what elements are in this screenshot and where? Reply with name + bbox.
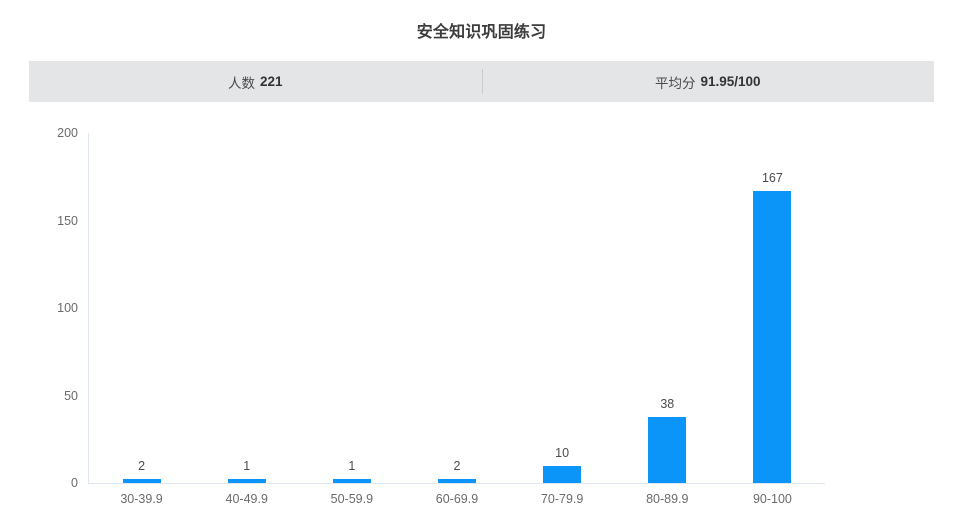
bar-series: 2 1 1 2 10 38 167	[89, 133, 825, 483]
bar-group[interactable]: 38	[615, 133, 720, 483]
bar-value-label: 38	[660, 396, 675, 411]
x-axis-tick: 70-79.9	[540, 492, 584, 506]
bar-value-label: 2	[453, 459, 461, 473]
bar[interactable]	[227, 479, 266, 483]
bar-group[interactable]: 1	[299, 133, 404, 483]
bar-value-label: 10	[555, 445, 570, 460]
bar[interactable]	[122, 479, 161, 483]
bar[interactable]	[437, 479, 476, 483]
bar-group[interactable]: 10	[510, 133, 615, 483]
y-axis-tick: 100	[57, 301, 78, 315]
y-axis-tick: 0	[71, 476, 78, 490]
bar[interactable]	[648, 416, 687, 483]
x-axis-tick: 40-49.9	[225, 492, 268, 506]
bar-value-label: 1	[348, 459, 356, 473]
x-axis-line	[88, 483, 825, 484]
summary-stats-bar: 人数 221 平均分 91.95/100	[29, 61, 934, 102]
y-axis-tick-labels: 0 50 100 150 200	[32, 0, 78, 527]
stat-average-score-value: 91.95/100	[700, 74, 761, 89]
y-axis-line	[88, 133, 89, 484]
bar-value-label: 167	[761, 170, 783, 185]
x-axis-tick: 90-100	[752, 492, 792, 506]
y-axis-tick: 50	[64, 388, 78, 403]
stat-average-score-label: 平均分	[654, 75, 696, 91]
bar[interactable]	[753, 190, 792, 483]
x-axis-tick-labels: 30-39.9 40-49.9 50-59.9 60-69.9 70-79.9 80-89…	[89, 491, 825, 511]
bar-group[interactable]: 1	[194, 133, 299, 483]
stat-average-score: 平均分 91.95/100	[481, 61, 935, 102]
stat-participants-label: 人数	[227, 75, 255, 91]
x-axis-tick: 30-39.9	[120, 492, 163, 506]
y-axis-tick: 150	[57, 213, 78, 228]
bar-value-label: 1	[243, 459, 251, 473]
x-axis-tick: 80-89.9	[646, 492, 689, 506]
page-title: 安全知识巩固练习	[416, 24, 547, 41]
bar-group[interactable]: 2	[404, 133, 509, 483]
bar-group[interactable]: 2	[89, 133, 194, 483]
bar[interactable]	[332, 479, 371, 483]
bar-value-label: 2	[138, 459, 146, 473]
y-axis-tick: 200	[57, 126, 78, 140]
x-axis-tick: 60-69.9	[435, 492, 479, 506]
x-axis-tick: 50-59.9	[330, 492, 374, 506]
stat-participants: 人数 221	[29, 61, 482, 102]
bar-group[interactable]: 167	[720, 133, 825, 483]
stat-participants-value: 221	[259, 74, 283, 89]
bar[interactable]	[543, 465, 582, 483]
